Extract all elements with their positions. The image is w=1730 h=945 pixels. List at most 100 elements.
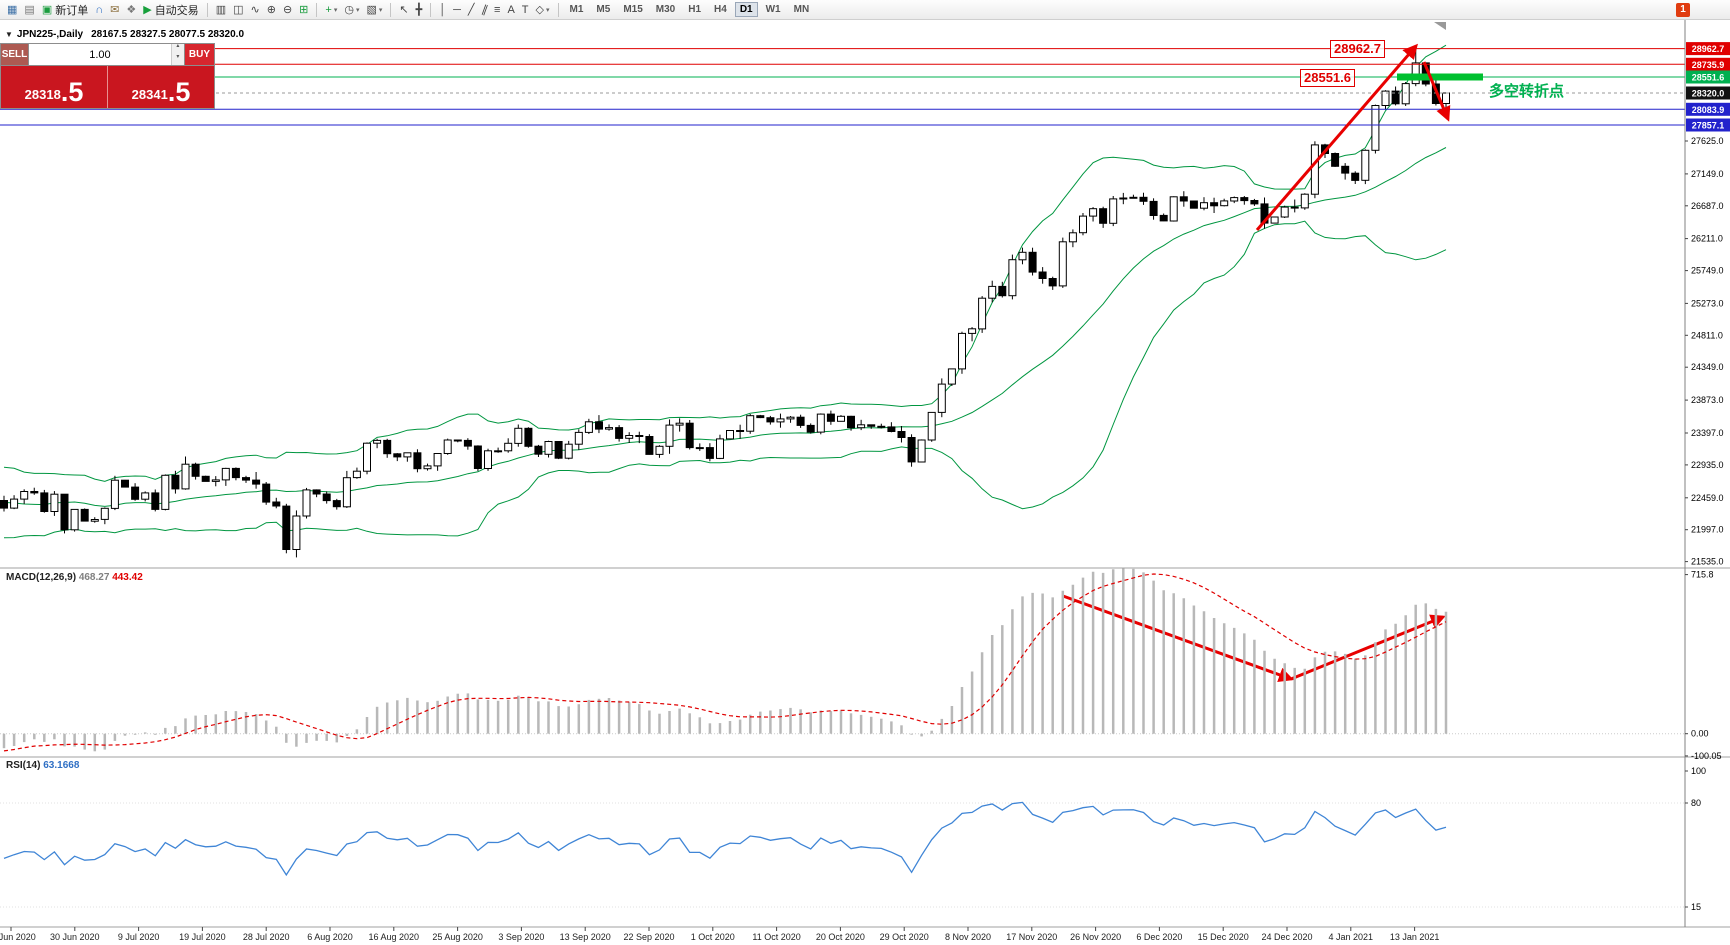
volume-input[interactable] — [28, 44, 171, 65]
trend-arrow[interactable] — [1290, 614, 1446, 681]
zoom-in-icon[interactable]: ⊕ — [266, 3, 276, 16]
line-chart-icon[interactable]: ∿ — [250, 3, 260, 16]
mailbox-icon[interactable]: ✉ — [110, 3, 120, 16]
date-tick-label: 28 Jul 2020 — [243, 932, 290, 942]
macd-panel — [0, 568, 1685, 752]
price-tick-label: 24349.0 — [1691, 362, 1724, 372]
timeframe-d1[interactable]: D1 — [734, 2, 758, 17]
trend-arrow[interactable] — [1422, 61, 1451, 122]
price-marker-box — [1686, 86, 1730, 100]
price-marker-label: 28320.0 — [1692, 89, 1725, 99]
date-tick-label: 13 Sep 2020 — [560, 932, 611, 942]
rsi-value: 63.1668 — [43, 760, 80, 771]
price-tick-label: 21535.0 — [1691, 557, 1724, 567]
text-icon[interactable]: A — [507, 3, 515, 16]
scroll-to-end-marker[interactable] — [1434, 22, 1446, 30]
macd-signal-line — [3, 573, 1447, 752]
date-tick-label: 15 Dec 2020 — [1198, 932, 1249, 942]
date-tick-label: 1 Oct 2020 — [691, 932, 735, 942]
bar-chart-icon[interactable]: ▥ — [215, 3, 227, 16]
volume-control: ▴ ▾ — [28, 43, 184, 65]
rsi-tick-label: 15 — [1691, 902, 1701, 912]
price-marker-label: 28083.9 — [1692, 105, 1725, 115]
price-tick-label: 25749.0 — [1691, 266, 1724, 276]
candlestick-series — [0, 48, 1450, 558]
volume-down-icon[interactable]: ▾ — [171, 54, 184, 65]
price-marker-box — [1686, 118, 1730, 132]
alert-badge[interactable]: 1 — [1676, 2, 1690, 17]
toolbar-separator — [316, 2, 318, 17]
candlestick-chart-icon[interactable]: ◫ — [233, 3, 244, 16]
buy-price-main: 28341 — [131, 87, 168, 102]
sell-price[interactable]: 28318.5 — [1, 66, 107, 108]
price-tick-label: 22459.0 — [1691, 493, 1724, 503]
date-tick-label: 6 Dec 2020 — [1136, 932, 1182, 942]
price-marker-label: 28735.9 — [1692, 60, 1725, 70]
trend-arrow[interactable] — [1255, 43, 1418, 231]
toolbar-separator — [557, 2, 559, 17]
trendline-icon[interactable]: ╱ — [467, 3, 475, 16]
timeframe-m15[interactable]: M15 — [623, 4, 643, 15]
headset-icon[interactable]: ∩ — [95, 3, 104, 16]
timeframe-m1[interactable]: M1 — [569, 4, 584, 15]
rsi-line — [3, 801, 1447, 877]
date-tick-label: 9 Jul 2020 — [118, 932, 160, 942]
autotrading-button[interactable]: ▶ 自动交易 — [143, 3, 199, 17]
channel-icon[interactable]: ∥ — [479, 2, 489, 17]
price-tick-label: 26687.0 — [1691, 201, 1724, 211]
volume-up-icon[interactable]: ▴ — [171, 43, 184, 55]
toolbar-separator — [206, 2, 208, 17]
chart-profile-icon[interactable]: ▤ — [24, 3, 35, 16]
price-marker-label: 28551.6 — [1692, 73, 1725, 83]
indicators-icon[interactable]: + ▾ — [325, 3, 338, 16]
one-click-collapse-icon[interactable]: ▼ — [5, 30, 13, 39]
price-marker-box — [1686, 102, 1730, 116]
timeframe-w1[interactable]: W1 — [765, 4, 781, 15]
rsi-panel — [0, 801, 1685, 908]
new-chart-icon[interactable]: ▦ — [7, 3, 18, 16]
date-tick-label: 21 Jun 2020 — [0, 932, 36, 942]
sell-button[interactable]: SELL — [1, 44, 29, 65]
date-tick-label: 26 Nov 2020 — [1070, 932, 1121, 942]
price-marker-label: 27857.1 — [1692, 121, 1725, 131]
periods-icon[interactable]: ◷ ▾ — [344, 3, 360, 16]
timeframe-h1[interactable]: H1 — [688, 4, 702, 15]
text-label-icon[interactable]: T — [521, 3, 529, 16]
zoom-out-icon[interactable]: ⊖ — [282, 3, 293, 16]
date-tick-label: 3 Sep 2020 — [498, 932, 544, 942]
date-axis[interactable]: 21 Jun 2020 30 Jun 2020 9 Jul 2020 19 Jul 2… — [0, 927, 1439, 942]
tile-windows-icon[interactable]: ⊞ — [299, 3, 309, 16]
fibonacci-icon[interactable]: ≡ — [494, 3, 501, 16]
date-tick-label: 11 Oct 2020 — [752, 932, 800, 942]
price-annotation-level[interactable]: 28551.6 — [1300, 69, 1355, 87]
price-tick-label: 25273.0 — [1691, 298, 1724, 308]
templates-icon[interactable]: ▧ ▾ — [366, 3, 383, 16]
macd-tick-label: 715.8 — [1691, 570, 1714, 580]
pivot-level-segment[interactable] — [1397, 73, 1483, 81]
timeframe-mn[interactable]: MN — [793, 4, 810, 15]
macd-tick-label: 0.00 — [1691, 729, 1709, 739]
toolbar-separator — [390, 2, 392, 17]
price-axis[interactable]: 27625.0 27149.0 26687.0 26211.0 25749.0 25273… — [1685, 42, 1730, 912]
timeframe-m30[interactable]: M30 — [655, 4, 676, 15]
timeframe-m5[interactable]: M5 — [596, 4, 611, 15]
rsi-name: RSI(14) — [6, 760, 41, 771]
rsi-tick-label: 100 — [1691, 766, 1706, 776]
buy-button[interactable]: BUY — [183, 44, 214, 65]
price-marker-label: 28962.7 — [1692, 44, 1725, 54]
buy-price[interactable]: 28341.5 — [108, 66, 214, 108]
price-tick-label: 22935.0 — [1691, 460, 1724, 470]
vertical-line-icon[interactable]: │ — [439, 3, 447, 16]
crosshair-icon[interactable]: ╋ — [415, 3, 423, 16]
timeframe-h4[interactable]: H4 — [714, 4, 727, 15]
market-watch-icon[interactable]: ❖ — [126, 3, 137, 16]
cursor-icon[interactable]: ↖ — [399, 3, 409, 16]
date-tick-label: 30 Jun 2020 — [50, 932, 100, 942]
macd-tick-label: -100.05 — [1691, 751, 1722, 761]
price-annotation-high[interactable]: 28962.7 — [1330, 40, 1385, 58]
new-order-button[interactable]: ▣ 新订单 — [41, 3, 89, 17]
trend-arrow[interactable] — [1062, 594, 1294, 682]
horizontal-line-icon[interactable]: ─ — [453, 3, 461, 16]
arrows-shapes-icon[interactable]: ◇ ▾ — [535, 3, 550, 16]
